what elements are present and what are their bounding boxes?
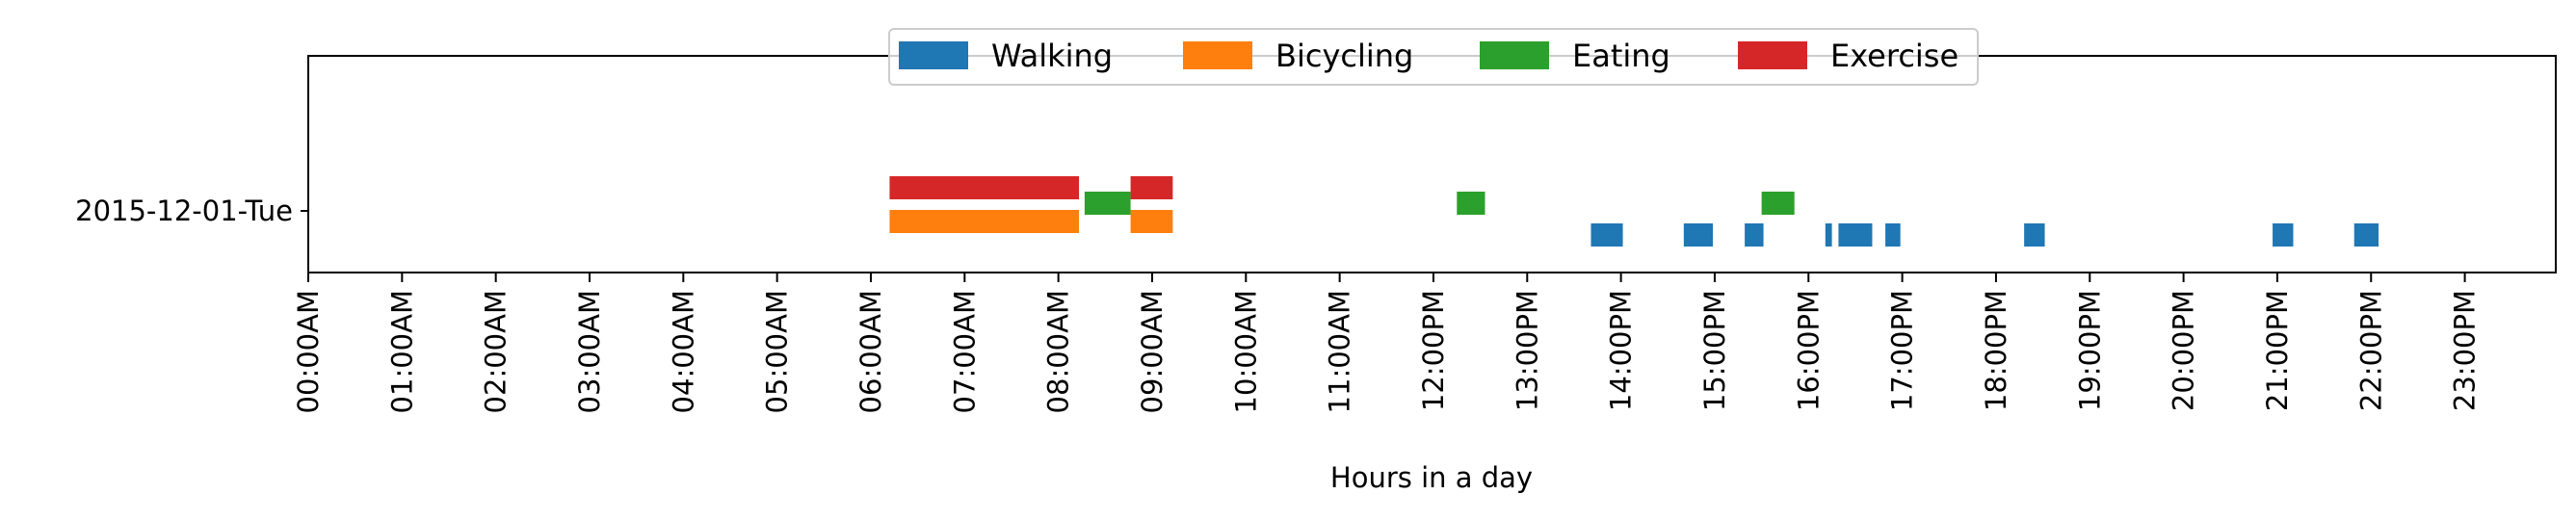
x-tick-label: 00:00AM [292,290,325,413]
bar-walking-7 [2024,223,2045,247]
bar-walking-1 [1590,223,1623,247]
x-tick-label: 02:00AM [480,290,513,413]
x-tick-label: 21:00PM [2261,290,2294,411]
x-tick-label: 06:00AM [854,290,887,413]
bar-eating-2 [1457,192,1485,215]
bar-walking-4 [1825,223,1832,247]
bar-exercise-1 [889,176,1080,199]
bar-walking-9 [2353,223,2379,247]
y-tick-label: 2015-12-01-Tue [75,195,293,227]
legend-label-walking: Walking [991,38,1113,74]
x-tick-label: 22:00PM [2354,290,2387,411]
x-tick-label: 20:00PM [2168,290,2200,411]
x-tick-label: 08:00AM [1042,290,1075,413]
bar-walking-6 [1885,223,1901,247]
x-tick-label: 13:00PM [1511,290,1543,411]
legend-swatch-bicycling [1183,41,1252,69]
x-tick-label: 14:00PM [1605,290,1638,411]
bar-walking-2 [1683,223,1714,247]
legend: Walking Bicycling Eating Exercise [888,28,1979,86]
x-tick-label: 09:00AM [1136,290,1169,413]
x-axis-label: Hours in a day [1330,461,1533,494]
legend-swatch-eating [1480,41,1549,69]
x-tick-label: 15:00PM [1698,290,1731,411]
bar-walking-5 [1838,223,1873,247]
legend-label-exercise: Exercise [1830,38,1958,74]
x-tick-label: 11:00AM [1324,290,1356,413]
bar-walking-8 [2273,223,2294,247]
x-tick-label: 01:00AM [385,290,418,413]
legend-label-eating: Eating [1572,38,1670,74]
x-tick-label: 03:00AM [573,290,606,413]
x-tick-label: 16:00PM [1792,290,1825,411]
legend-swatch-exercise [1738,41,1807,69]
bar-eating-1 [1084,192,1131,215]
x-tick-label: 12:00PM [1417,290,1450,411]
bar-eating-3 [1761,192,1795,215]
bar-exercise-2 [1130,176,1173,199]
bar-bicycling-2 [1130,210,1173,233]
y-axis: 2015-12-01-Tue [75,195,308,227]
x-axis: 00:00AM 01:00AM 02:00AM 03:00AM 04:00AM 05:00… [292,273,2482,413]
bar-bicycling-1 [889,210,1080,233]
legend-label-bicycling: Bicycling [1275,38,1413,74]
x-tick-label: 23:00PM [2449,290,2482,411]
x-tick-label: 19:00PM [2073,290,2106,411]
x-tick-label: 17:00PM [1886,290,1919,411]
x-tick-label: 18:00PM [1980,290,2012,411]
legend-swatch-walking [899,41,968,69]
bar-walking-3 [1745,223,1764,247]
x-tick-label: 04:00AM [667,290,699,413]
x-tick-label: 05:00AM [761,290,794,413]
x-tick-label: 07:00AM [948,290,981,413]
plot-frame [307,55,2557,273]
x-tick-label: 10:00AM [1229,290,1262,413]
bar-group [889,176,2379,247]
legend-box [888,28,1979,86]
